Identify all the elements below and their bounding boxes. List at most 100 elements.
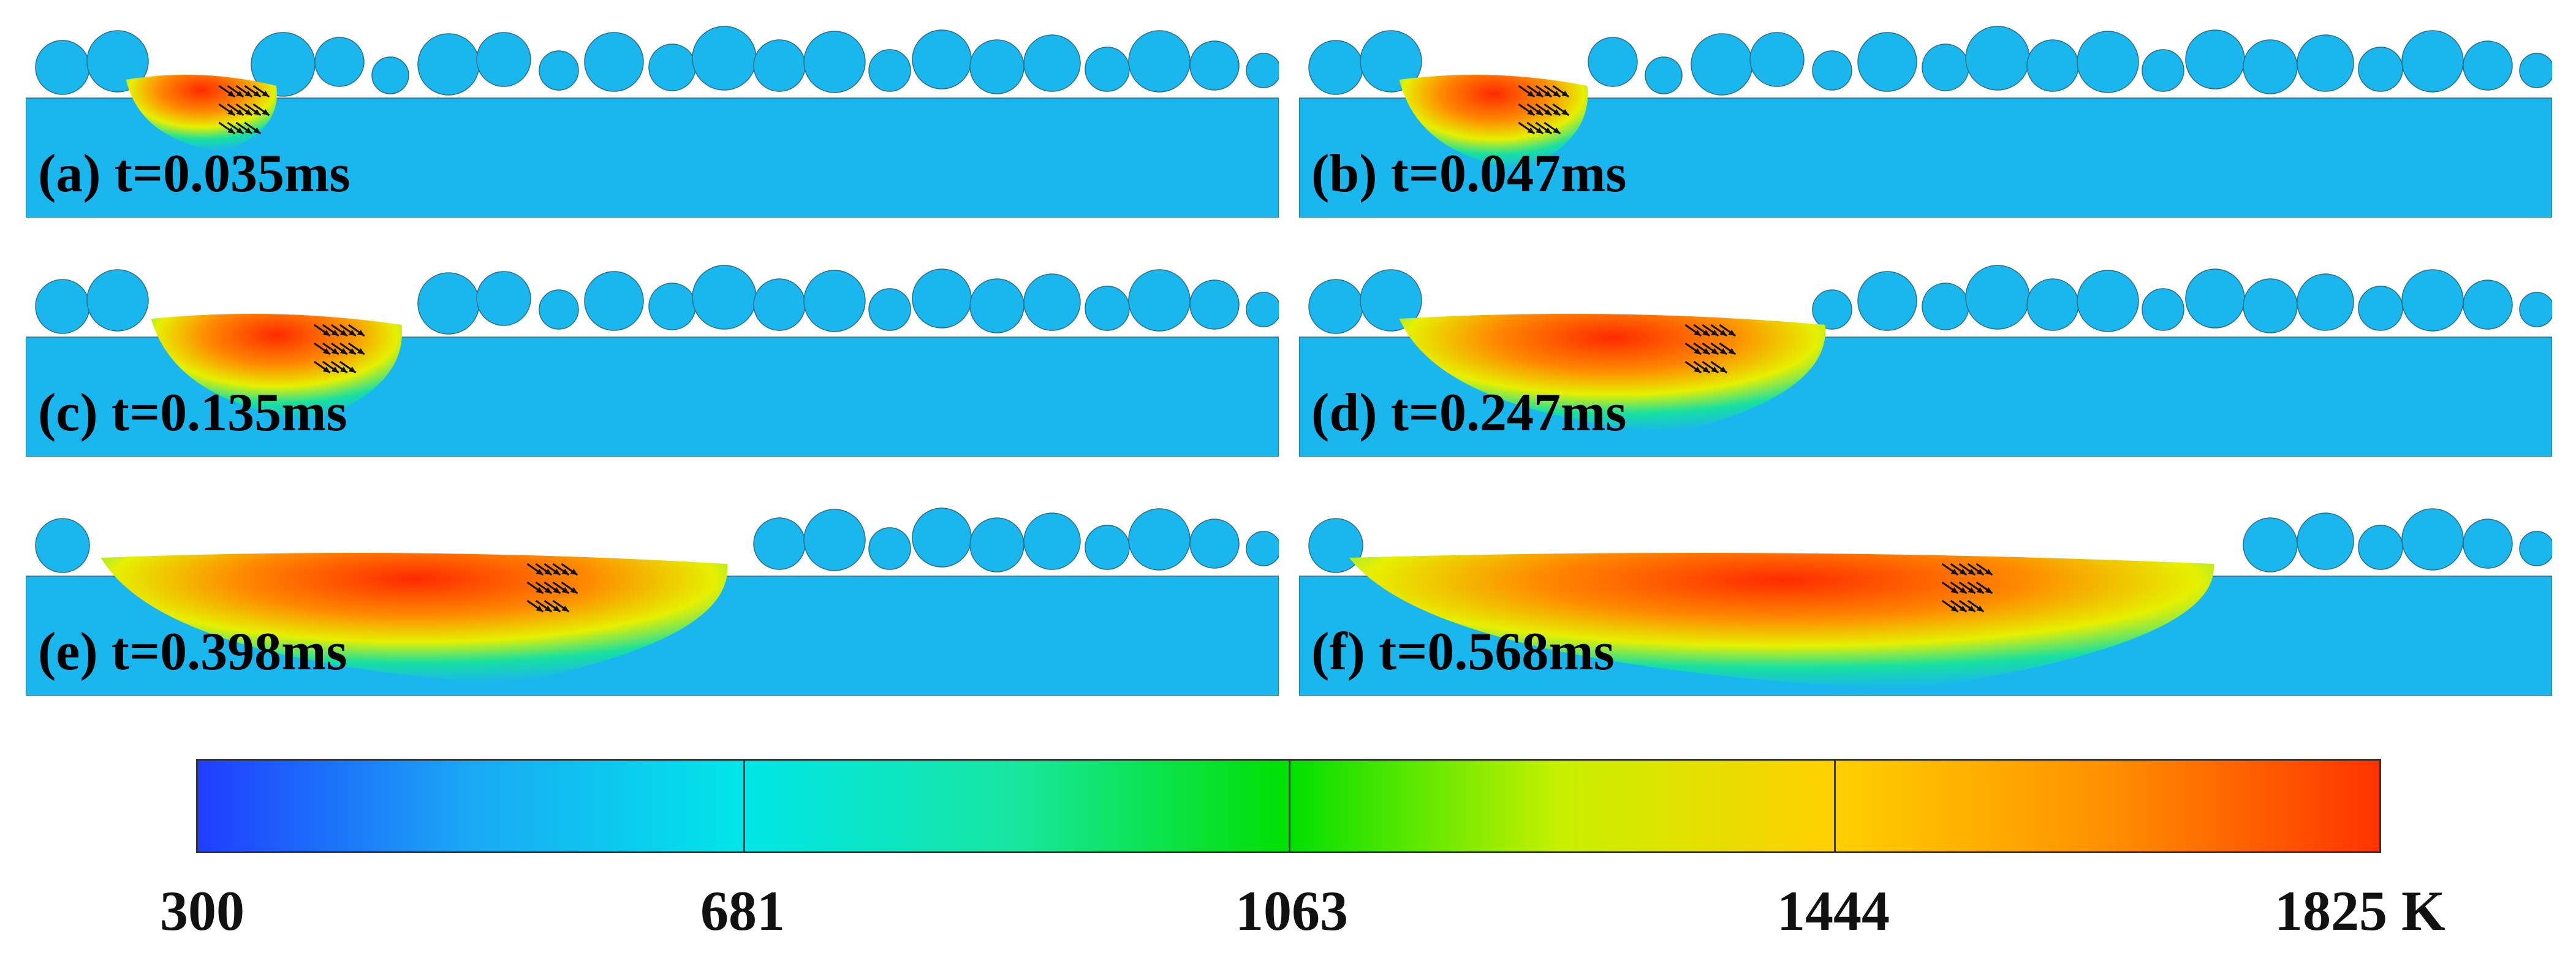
powder-particle [1645,56,1683,94]
powder-particle [1246,53,1279,88]
powder-particle [86,30,149,93]
powder-particle [1812,50,1852,91]
panel-c: (c) t=0.135ms [26,242,1279,457]
powder-particle [2297,273,2354,331]
powder-particle [2463,279,2513,330]
powder-particle [2142,288,2184,331]
powder-particle [2401,30,2464,93]
powder-particle [371,56,409,94]
temperature-colorbar [196,759,2381,853]
melt-pool [151,314,403,421]
panel-f: (f) t=0.568ms [1299,481,2552,696]
melt-pool-simulation [1299,508,2552,696]
powder-particle [2185,29,2245,89]
powder-particle [417,272,480,335]
colorbar-divider [1289,761,1290,851]
powder-particle [1922,283,1969,330]
powder-particle [1965,26,2030,91]
powder-particle [1189,40,1240,91]
powder-particle [1023,34,1081,92]
powder-particle [35,40,90,95]
velocity-arrows [1941,563,1993,613]
velocity-arrows [1518,85,1570,135]
melt-pool-simulation [26,265,1279,457]
powder-particle [912,508,972,568]
powder-particle [2401,508,2464,571]
powder-particle [1857,32,1917,92]
melt-pool-simulation [1299,26,2552,218]
powder-particle [969,517,1025,572]
velocity-arrows [218,85,270,135]
powder-particle [1246,292,1279,327]
colorbar-tick-1825: 1825 K [2275,880,2445,942]
powder-particle [2297,512,2354,570]
powder-particle [1922,44,1969,91]
powder-particle [753,278,806,331]
powder-particle [2297,34,2354,92]
panel-label: (c) t=0.135ms [38,383,347,443]
powder-particle [2358,47,2403,92]
melt-pool-simulation [26,508,1279,696]
powder-particle [1749,32,1805,87]
powder-particle [35,518,90,573]
panel-label: (d) t=0.247ms [1311,383,1627,443]
powder-particle [35,279,90,334]
powder-particle [1965,265,2030,330]
velocity-arrows [1684,324,1737,374]
colorbar-tick-1063: 1063 [1235,880,1348,942]
powder-particle [969,39,1025,94]
powder-particle [314,37,365,87]
panel-b: (b) t=0.047ms [1299,3,2552,218]
powder-particle [803,31,866,93]
powder-particle [1691,33,1753,96]
powder-particle [753,39,806,92]
colorbar-divider [1834,761,1836,851]
powder-particle [1023,273,1081,331]
colorbar-tick-300: 300 [160,880,244,942]
powder-particle [1023,512,1081,570]
powder-particle [2358,525,2403,570]
powder-particle [2463,519,2513,569]
powder-particle [539,50,579,91]
powder-particle [1857,271,1917,331]
powder-particle [86,269,149,332]
powder-particle [2463,40,2513,91]
powder-particle [2142,49,2184,92]
powder-particle [753,517,806,570]
powder-particle [803,509,866,571]
powder-particle [1085,47,1130,92]
powder-particle [1085,525,1130,570]
powder-particle [2077,270,2139,332]
panel-label: (e) t=0.398ms [38,622,347,682]
powder-particle [584,271,644,331]
colorbar-divider [743,761,745,851]
powder-particle [1246,531,1279,566]
velocity-arrows [313,324,365,374]
powder-particle [2519,531,2552,566]
powder-particle [1308,279,1363,334]
melt-pool-simulation [1299,265,2552,457]
panel-label: (b) t=0.047ms [1311,144,1627,203]
powder-particle [476,271,531,326]
powder-particle [868,527,911,570]
powder-particle [868,288,911,331]
powder-particle [2519,53,2552,88]
melt-pool-simulation [26,26,1279,218]
melt-pool [1349,553,2214,690]
colorbar-tick-681: 681 [700,880,785,942]
powder-particle [648,283,696,330]
powder-particle [539,289,579,330]
melt-pool [100,553,728,684]
powder-particle [417,33,480,96]
powder-particle [1128,508,1191,571]
powder-particle [1085,286,1130,331]
powder-particle [1189,279,1240,330]
velocity-arrows [526,563,578,613]
powder-particle [2185,268,2245,329]
powder-particle [2243,39,2298,94]
panel-e: (e) t=0.398ms [26,481,1279,696]
powder-particle [1360,30,1422,93]
panel-label: (f) t=0.568ms [1311,622,1615,682]
melt-pool [1399,314,1826,433]
powder-particle [648,44,696,91]
